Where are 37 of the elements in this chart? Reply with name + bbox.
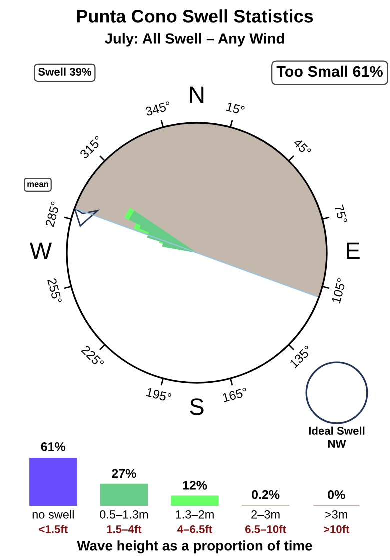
text: mean: [28, 182, 48, 188]
data-label: 61%: [41, 442, 66, 452]
x-tick-label: 1.3–2m: [176, 510, 214, 519]
text: 105°: [332, 278, 347, 304]
text: W: [30, 242, 52, 260]
text: 6.5–10ft: [246, 525, 286, 534]
text: NW: [328, 440, 346, 448]
text: 1.5–4ft: [107, 525, 142, 534]
text: 285°: [45, 201, 60, 228]
text: Ideal Swell: [309, 426, 365, 435]
data-label: 12%: [183, 481, 208, 490]
text: 165°: [222, 388, 248, 402]
x-tick-label: >3m: [326, 510, 348, 519]
text: 15°: [226, 102, 246, 116]
text: 4–6.5ft: [178, 525, 212, 534]
text: S: [190, 398, 204, 416]
text: Swell 39%: [38, 68, 92, 76]
text: Too Small 61%: [276, 66, 383, 78]
x-tick-label: no swell: [32, 510, 74, 519]
text: N: [190, 86, 204, 104]
text: 255°: [47, 278, 62, 304]
text: >10ft: [324, 525, 350, 534]
text: Punta Cono Swell Statistics: [77, 10, 314, 23]
text: <1.5ft: [39, 525, 68, 534]
text: July: All Swell – Any Wind: [105, 33, 284, 47]
data-label: 27%: [112, 469, 136, 478]
x-tick-label: 0.5–1.3m: [100, 510, 148, 519]
x-axis-title: Wave height as a proportion of time: [77, 540, 312, 554]
data-label: 0%: [328, 490, 346, 500]
data-label: 0.2%: [252, 490, 280, 500]
text: 345°: [145, 101, 172, 116]
text: 225°: [81, 345, 105, 369]
text: 45°: [292, 138, 312, 157]
x-tick-label: 2–3m: [252, 510, 280, 519]
text: 75°: [334, 204, 348, 224]
text: E: [347, 242, 360, 260]
text: 195°: [146, 388, 172, 403]
